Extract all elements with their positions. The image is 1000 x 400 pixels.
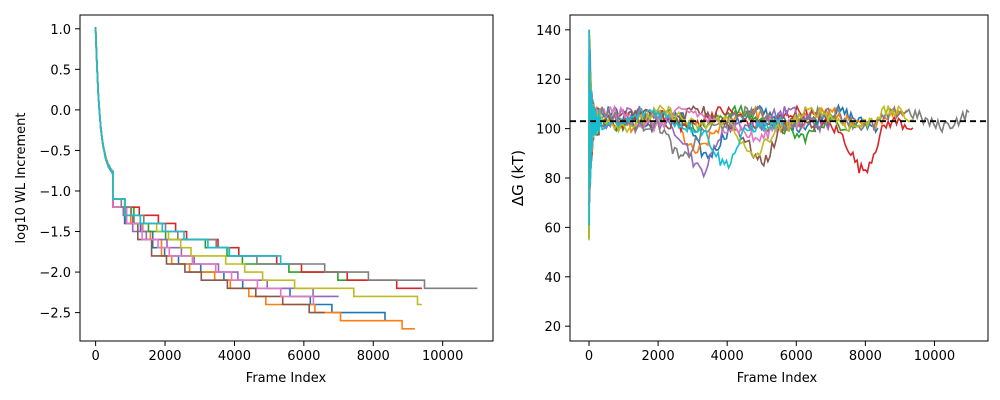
left-y-tick-label: −2.5 bbox=[39, 307, 71, 322]
left-x-tick-label: 2000 bbox=[148, 349, 181, 364]
left-plot-frame bbox=[79, 14, 494, 342]
right-x-tick-label: 10000 bbox=[914, 349, 955, 364]
left-panel-wl-increment: 0 2000 4000 6000 8000 10000 1.0 0.5 0.0 −0.5 −1.0 −… bbox=[14, 14, 494, 386]
right-y-tick-label: 60 bbox=[544, 221, 561, 236]
right-x-axis-label: Frame Index bbox=[737, 371, 818, 386]
right-y-tick-label: 40 bbox=[544, 271, 561, 286]
left-y-tick-label: 0.0 bbox=[50, 104, 71, 119]
right-panel-delta-g: 0 2000 4000 6000 8000 1000020406080100120140 … bbox=[509, 14, 989, 386]
right-series-line bbox=[588, 34, 914, 241]
right-series-group bbox=[588, 29, 970, 241]
right-y-tick-label: 140 bbox=[536, 24, 561, 39]
left-x-axis-label: Frame Index bbox=[246, 371, 327, 386]
right-series-line bbox=[588, 29, 784, 226]
left-y-tick-label: −0.5 bbox=[39, 144, 71, 159]
left-y-tick-label: −1.0 bbox=[39, 185, 71, 200]
left-y-tick-label: 1.0 bbox=[50, 23, 71, 38]
left-series-line bbox=[94, 28, 290, 265]
right-x-tick-label: 8000 bbox=[849, 349, 882, 364]
right-y-tick-label: 80 bbox=[544, 172, 561, 187]
right-x-tick-label: 6000 bbox=[780, 349, 813, 364]
left-y-axis-label: log10 WL Increment bbox=[14, 113, 29, 244]
right-ticks-group: 0 2000 4000 6000 8000 10000 20 40 60 80 100 120 140 bbox=[536, 24, 955, 364]
right-plot-area bbox=[570, 15, 988, 341]
right-y-tick-label: 120 bbox=[536, 73, 561, 88]
left-ticks-group: 0 2000 4000 6000 8000 10000 1.0 0.5 0.0 −0.5 −1.0 −… bbox=[39, 23, 463, 364]
left-series-group bbox=[94, 27, 478, 330]
right-y-tick-label: 20 bbox=[544, 320, 561, 335]
right-x-tick-label: 0 bbox=[585, 349, 593, 364]
right-y-axis-label: ΔG (kT) bbox=[509, 150, 527, 206]
left-x-tick-label: 6000 bbox=[287, 349, 320, 364]
right-x-tick-label: 4000 bbox=[711, 349, 744, 364]
left-x-tick-label: 10000 bbox=[422, 349, 463, 364]
left-y-tick-label: 0.5 bbox=[50, 63, 71, 78]
left-x-tick-label: 0 bbox=[91, 349, 99, 364]
left-y-tick-label: −2.0 bbox=[39, 266, 71, 281]
left-plot-area bbox=[80, 15, 493, 341]
right-y-tick-label: 100 bbox=[536, 123, 561, 138]
left-x-tick-label: 4000 bbox=[218, 349, 251, 364]
right-x-tick-label: 2000 bbox=[642, 349, 675, 364]
left-y-tick-label: −1.5 bbox=[39, 226, 71, 241]
left-x-tick-label: 8000 bbox=[357, 349, 390, 364]
right-plot-frame bbox=[569, 14, 989, 342]
